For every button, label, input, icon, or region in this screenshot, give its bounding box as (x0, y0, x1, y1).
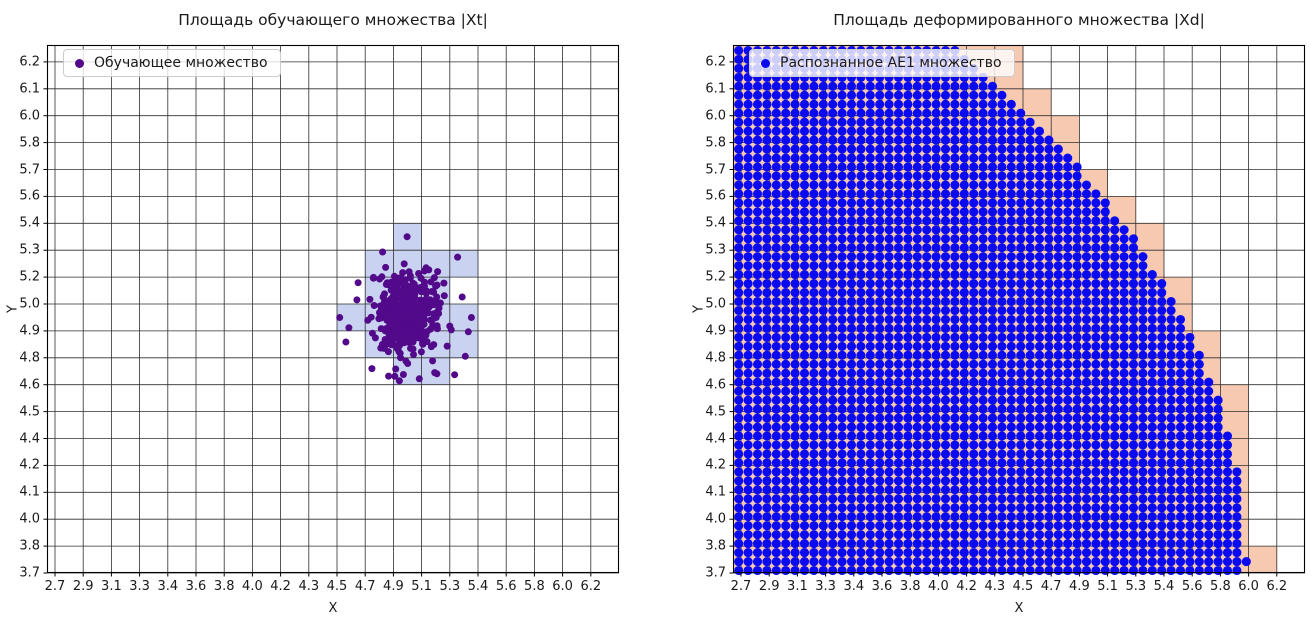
y-tick-label: 6.1 (705, 81, 726, 97)
y-tick-label: 4.5 (705, 404, 726, 420)
x-tick-label: 6.0 (552, 579, 573, 594)
x-tick-label: 4.0 (928, 579, 949, 594)
x-tick-label: 4.9 (383, 579, 404, 594)
y-tick-label: 4.8 (705, 350, 726, 366)
x-tick-label: 6.2 (1266, 579, 1288, 594)
x-tick-label: 4.7 (354, 579, 376, 594)
y-tick-label: 4.2 (19, 457, 40, 473)
y-tick-label: 5.3 (19, 242, 40, 258)
x-tick-label: 5.3 (1125, 579, 1147, 594)
y-tick-label: 5.6 (705, 188, 726, 204)
y-tick-label: 4.4 (19, 431, 40, 446)
x-tick-label: 3.6 (871, 579, 893, 594)
y-tick-label: 6.2 (19, 54, 40, 70)
plot-title: Площадь обучающего множества |Xt| (178, 11, 488, 29)
x-tick-label: 5.6 (495, 579, 517, 594)
y-tick-label: 5.4 (19, 215, 40, 231)
x-tick-label: 4.0 (242, 579, 263, 594)
plot-area (43, 44, 620, 577)
subplot-deformed-set: Площадь деформированного множества |Xd| … (691, 11, 1306, 616)
y-tick-label: 5.8 (19, 135, 40, 151)
x-axis-label: X (328, 601, 338, 616)
plot-area (729, 44, 1306, 577)
x-tick-label: 3.8 (899, 579, 921, 594)
x-axis-label: X (1014, 601, 1024, 616)
y-tick-label: 4.9 (19, 323, 40, 339)
x-tick-label: 4.2 (956, 579, 977, 594)
y-tick-label: 4.0 (19, 511, 40, 527)
y-tick-label: 3.7 (705, 565, 726, 581)
y-tick-label: 4.5 (19, 404, 40, 420)
y-tick-label: 4.9 (705, 323, 726, 339)
legend-marker-icon (75, 58, 84, 68)
y-tick-label: 3.7 (19, 565, 40, 581)
x-tick-label: 3.3 (129, 579, 150, 594)
x-tick-label: 4.2 (270, 579, 291, 594)
x-tick-label: 4.7 (1040, 579, 1062, 594)
y-tick-label: 5.3 (705, 242, 726, 258)
plot-title: Площадь деформированного множества |Xd| (833, 11, 1205, 29)
legend-marker-icon (761, 58, 770, 68)
y-tick-label: 4.6 (705, 377, 726, 393)
x-tick-label: 4.3 (984, 579, 1006, 594)
legend-label: Обучающее множество (94, 55, 268, 71)
y-tick-label: 6.1 (19, 81, 40, 97)
y-tick-label: 4.4 (705, 431, 726, 446)
x-tick-label: 5.8 (1210, 579, 1231, 594)
x-tick-label: 5.4 (467, 579, 489, 594)
x-tick-label: 3.8 (213, 579, 235, 594)
y-tick-label: 5.2 (19, 269, 40, 285)
x-tick-label: 6.0 (1238, 579, 1259, 594)
x-tick-label: 2.9 (72, 579, 94, 594)
x-tick-label: 5.8 (524, 579, 545, 594)
x-tick-label: 5.4 (1153, 579, 1175, 594)
y-tick-label: 4.2 (705, 457, 726, 473)
x-tick-label: 4.5 (1012, 579, 1034, 594)
x-tick-label: 3.4 (843, 579, 865, 594)
x-tick-label: 5.6 (1181, 579, 1203, 594)
x-tick-label: 4.5 (326, 579, 348, 594)
y-tick-label: 5.4 (705, 215, 726, 231)
y-tick-label: 5.6 (19, 188, 40, 204)
y-tick-label: 3.8 (19, 538, 40, 554)
y-tick-label: 6.0 (705, 108, 726, 124)
x-tick-label: 4.9 (1069, 579, 1090, 594)
x-tick-label: 3.1 (101, 579, 122, 594)
y-tick-label: 5.2 (705, 269, 726, 285)
legend-label: Распознанное AE1 множество (780, 55, 1002, 71)
y-tick-label: 6.2 (705, 54, 726, 70)
x-tick-label: 2.7 (730, 579, 752, 594)
y-tick-label: 3.8 (705, 538, 726, 554)
y-tick-label: 4.6 (19, 377, 40, 393)
x-tick-label: 5.1 (411, 579, 432, 594)
x-tick-label: 3.4 (157, 579, 179, 594)
y-tick-label: 6.0 (19, 108, 40, 124)
x-tick-label: 3.6 (185, 579, 207, 594)
x-tick-label: 2.7 (44, 579, 66, 594)
y-tick-label: 4.0 (705, 511, 726, 527)
y-tick-label: 4.8 (19, 350, 40, 366)
y-tick-label: 5.8 (705, 135, 726, 151)
legend: Обучающее множество (63, 49, 281, 77)
x-tick-label: 2.9 (758, 579, 780, 594)
subplot-training-set: Площадь обучающего множества |Xt| Y Обуч… (5, 11, 620, 616)
y-tick-label: 5.0 (705, 296, 726, 312)
y-tick-label: 5.0 (19, 296, 40, 312)
legend: Распознанное AE1 множество (749, 49, 1015, 77)
x-tick-label: 4.3 (298, 579, 320, 594)
y-tick-label: 4.1 (705, 484, 726, 500)
x-tick-label: 5.3 (439, 579, 461, 594)
x-tick-label: 5.1 (1097, 579, 1118, 594)
y-tick-label: 4.1 (19, 484, 40, 500)
x-tick-label: 6.2 (580, 579, 602, 594)
y-tick-label: 5.7 (19, 162, 40, 177)
x-tick-label: 3.3 (815, 579, 836, 594)
y-tick-label: 5.7 (705, 162, 726, 177)
x-tick-label: 3.1 (787, 579, 808, 594)
